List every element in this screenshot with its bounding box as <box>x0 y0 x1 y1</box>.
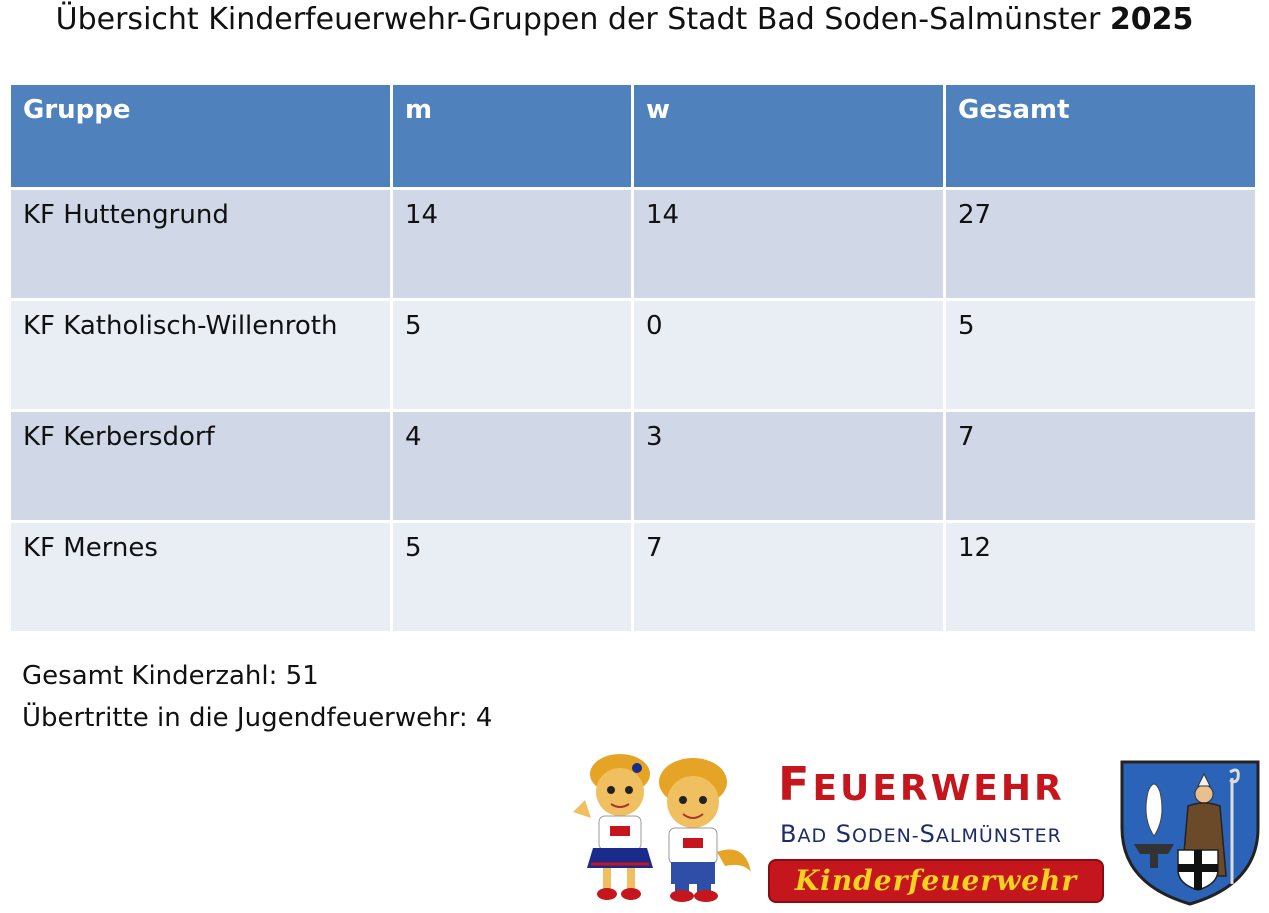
coat-of-arms-icon <box>1120 760 1260 906</box>
mascot-kids-icon <box>573 754 751 902</box>
cell-gesamt: 12 <box>943 520 1258 634</box>
cell-m: 5 <box>390 520 634 634</box>
table-row: KF Huttengrund 14 14 27 <box>8 187 1258 301</box>
table-header-row: Gruppe m w Gesamt <box>8 82 1258 190</box>
logo-sub-ad: AD <box>797 825 828 847</box>
logo-sub-b: B <box>780 820 798 848</box>
summary-transfers: Übertritte in die Jugendfeuerwehr: 4 <box>22 703 493 733</box>
header-gruppe: Gruppe <box>8 82 393 190</box>
logo-title-initial: F <box>778 757 813 811</box>
table-row: KF Mernes 5 7 12 <box>8 520 1258 634</box>
logo-badge: Kinderfeuerwehr <box>768 859 1104 903</box>
cell-m: 5 <box>390 298 634 412</box>
cell-gruppe: KF Kerbersdorf <box>8 409 393 523</box>
cell-w: 14 <box>631 187 946 301</box>
feuerwehr-logo: FEUERWEHR BAD SODEN-SALMÜNSTER Kinderfeu… <box>768 758 1108 903</box>
header-w: w <box>631 82 946 190</box>
logo-sub-almunster: ALMÜNSTER <box>935 825 1062 847</box>
logo-sub-s2: S <box>919 820 936 848</box>
cell-m: 14 <box>390 187 634 301</box>
logo-title: FEUERWEHR <box>768 758 1108 815</box>
cell-w: 3 <box>631 409 946 523</box>
cell-w: 0 <box>631 298 946 412</box>
cell-m: 4 <box>390 409 634 523</box>
cell-gesamt: 5 <box>943 298 1258 412</box>
cell-gesamt: 7 <box>943 409 1258 523</box>
page-title: Übersicht Kinderfeuerwehr-Gruppen der St… <box>0 2 1249 37</box>
logo-title-rest: EUERWEHR <box>812 768 1065 809</box>
header-m: m <box>390 82 634 190</box>
cell-gruppe: KF Huttengrund <box>8 187 393 301</box>
title-text: Übersicht Kinderfeuerwehr-Gruppen der St… <box>55 2 1101 37</box>
cell-w: 7 <box>631 520 946 634</box>
groups-table: Gruppe m w Gesamt KF Huttengrund 14 14 2… <box>8 82 1258 634</box>
title-year: 2025 <box>1109 2 1194 37</box>
summary-total: Gesamt Kinderzahl: 51 <box>22 661 319 691</box>
cell-gruppe: KF Katholisch-Willenroth <box>8 298 393 412</box>
cell-gruppe: KF Mernes <box>8 520 393 634</box>
logo-subtitle: BAD SODEN-SALMÜNSTER <box>768 819 1108 851</box>
logo-sub-s: S <box>835 820 852 848</box>
header-gesamt: Gesamt <box>943 82 1258 190</box>
table-row: KF Katholisch-Willenroth 5 0 5 <box>8 298 1258 412</box>
summary: Gesamt Kinderzahl: 51 Übertritte in die … <box>22 655 492 739</box>
cell-gesamt: 27 <box>943 187 1258 301</box>
table-row: KF Kerbersdorf 4 3 7 <box>8 409 1258 523</box>
logo-sub-oden: ODEN- <box>851 825 920 847</box>
